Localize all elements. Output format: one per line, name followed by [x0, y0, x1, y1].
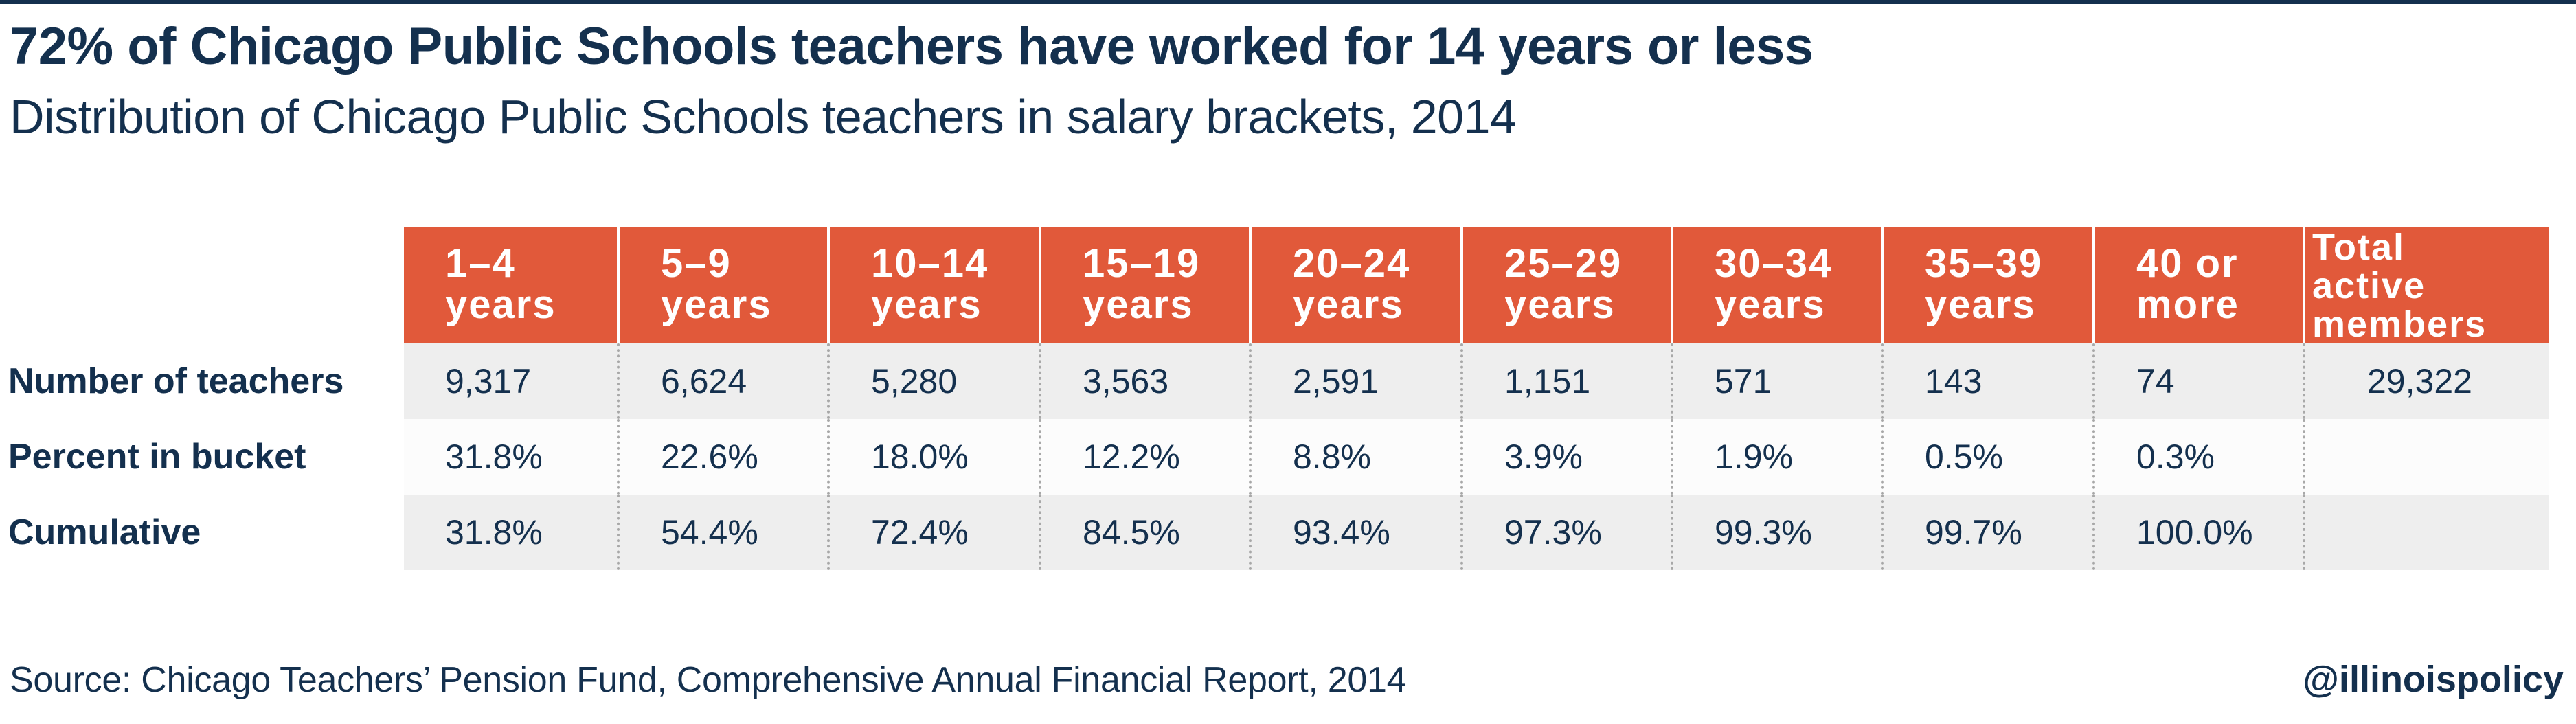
- column-header-line1: 1–4: [445, 241, 516, 286]
- table-cell: 0.5%: [1881, 419, 2092, 495]
- column-header-line1: 15–19: [1083, 241, 1201, 286]
- table-cell: 571: [1671, 343, 1881, 419]
- table-cell: 8.8%: [1249, 419, 1460, 495]
- column-header-line2: more: [2136, 282, 2239, 327]
- table-cell: 0.3%: [2092, 419, 2303, 495]
- table-row: Cumulative 31.8% 54.4% 72.4% 84.5% 93.4% 97.3…: [0, 495, 2576, 570]
- column-header-line1: 30–34: [1715, 241, 1833, 286]
- table-cell: 100.0%: [2092, 495, 2303, 570]
- table-cell: 143: [1881, 343, 2092, 419]
- column-header-line2: years: [661, 282, 772, 327]
- column-header-3: 15–19 years: [1039, 227, 1249, 343]
- column-header-0: 1–4 years: [404, 227, 617, 343]
- column-header-line1: 40 or: [2136, 241, 2239, 286]
- table-cell: 3,563: [1039, 343, 1249, 419]
- table-cell: 97.3%: [1460, 495, 1671, 570]
- table-cell: 99.3%: [1671, 495, 1881, 570]
- table-cell: 9,317: [404, 343, 617, 419]
- column-header-line2: years: [1083, 282, 1194, 327]
- column-header-line2: years: [1504, 282, 1616, 327]
- table-cell: 1.9%: [1671, 419, 1881, 495]
- table-cell: 2,591: [1249, 343, 1460, 419]
- column-header-8: 40 or more: [2092, 227, 2303, 343]
- table-cell: 99.7%: [1881, 495, 2092, 570]
- column-header-line2: years: [1925, 282, 2036, 327]
- column-header-total-line3: members: [2312, 304, 2487, 345]
- column-header-line2: years: [445, 282, 556, 327]
- table-cell: 31.8%: [404, 419, 617, 495]
- table-cell: 12.2%: [1039, 419, 1249, 495]
- row-label-percent-in-bucket: Percent in bucket: [8, 437, 306, 477]
- table-cell: 74: [2092, 343, 2303, 419]
- table-cell: 22.6%: [617, 419, 827, 495]
- column-header-5: 25–29 years: [1460, 227, 1671, 343]
- chart-subtitle: Distribution of Chicago Public Schools t…: [10, 90, 1517, 144]
- table-cell: 31.8%: [404, 495, 617, 570]
- column-header-line2: years: [1715, 282, 1826, 327]
- table-header-row: 1–4 years 5–9 years 10–14 years 15–19 years 20–2…: [0, 227, 2576, 343]
- table-cell: 18.0%: [827, 419, 1039, 495]
- social-handle: @illinoispolicy: [2303, 659, 2564, 700]
- column-header-line1: 25–29: [1504, 241, 1623, 286]
- column-header-1: 5–9 years: [617, 227, 827, 343]
- column-header-4: 20–24 years: [1249, 227, 1460, 343]
- chart-title: 72% of Chicago Public Schools teachers h…: [10, 17, 1814, 76]
- column-header-line1: 20–24: [1293, 241, 1411, 286]
- column-header-total: Total active members: [2303, 227, 2549, 343]
- table-cell-total: 29,322: [2303, 343, 2549, 419]
- table-cell-total: [2303, 495, 2549, 570]
- table-row: Number of teachers 9,317 6,624 5,280 3,563 2…: [0, 343, 2576, 419]
- row-label-number-of-teachers: Number of teachers: [8, 361, 344, 401]
- column-header-line1: 10–14: [871, 241, 989, 286]
- top-rule: [0, 0, 2576, 4]
- table-cell: 5,280: [827, 343, 1039, 419]
- column-header-6: 30–34 years: [1671, 227, 1881, 343]
- table-cell: 54.4%: [617, 495, 827, 570]
- column-header-line1: 5–9: [661, 241, 732, 286]
- column-header-total-line1: Total: [2312, 227, 2405, 268]
- column-header-2: 10–14 years: [827, 227, 1039, 343]
- column-header-line2: years: [1293, 282, 1404, 327]
- column-header-total-line2: active: [2312, 265, 2426, 306]
- table-row: Percent in bucket 31.8% 22.6% 18.0% 12.2% 8.…: [0, 419, 2576, 495]
- table-cell: 93.4%: [1249, 495, 1460, 570]
- source-note: Source: Chicago Teachers’ Pension Fund, …: [10, 660, 1407, 700]
- table-cell: 1,151: [1460, 343, 1671, 419]
- table-cell-total: [2303, 419, 2549, 495]
- column-header-line1: 35–39: [1925, 241, 2043, 286]
- row-label-cumulative: Cumulative: [8, 512, 201, 552]
- column-header-line2: years: [871, 282, 982, 327]
- table-cell: 3.9%: [1460, 419, 1671, 495]
- column-header-7: 35–39 years: [1881, 227, 2092, 343]
- table-cell: 84.5%: [1039, 495, 1249, 570]
- table-cell: 6,624: [617, 343, 827, 419]
- table-cell: 72.4%: [827, 495, 1039, 570]
